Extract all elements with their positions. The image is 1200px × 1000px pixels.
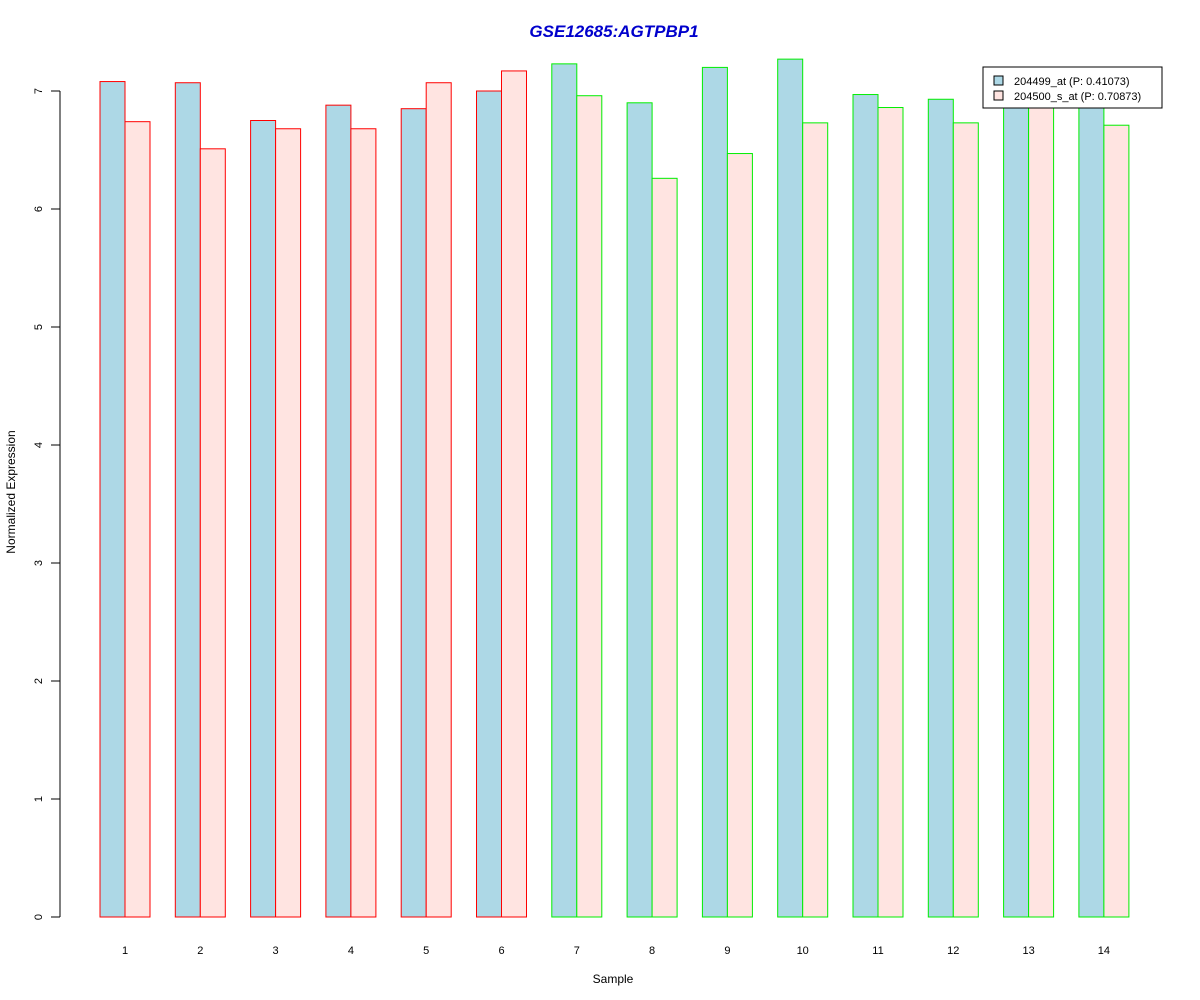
bar-series-2-sample-11 bbox=[877, 107, 904, 918]
bar-series-2-sample-14 bbox=[1103, 124, 1130, 918]
y-tick-label: 6 bbox=[33, 206, 45, 212]
y-tick-label: 5 bbox=[33, 324, 45, 330]
legend-swatch-2 bbox=[993, 90, 1004, 101]
bar-series-2-sample-3 bbox=[275, 128, 302, 918]
bar-series-1-sample-2 bbox=[174, 82, 201, 918]
bar-series-1-sample-5 bbox=[400, 108, 427, 918]
x-tick-label: 7 bbox=[574, 945, 580, 957]
bar-series-1-sample-14 bbox=[1078, 102, 1105, 918]
bar-series-2-sample-9 bbox=[726, 153, 753, 918]
bar-series-1-sample-10 bbox=[777, 58, 804, 918]
x-tick-label: 11 bbox=[872, 945, 883, 957]
x-tick-label: 3 bbox=[273, 945, 279, 957]
bar-series-1-sample-6 bbox=[476, 90, 502, 918]
x-tick-label: 4 bbox=[348, 945, 354, 957]
bar-series-1-sample-13 bbox=[1003, 103, 1030, 918]
bar-series-2-sample-10 bbox=[802, 122, 829, 918]
bar-series-2-sample-6 bbox=[501, 70, 527, 918]
bars bbox=[99, 58, 1130, 918]
x-axis-label: Sample bbox=[593, 972, 634, 986]
x-tick-label: 5 bbox=[423, 945, 429, 957]
x-tick-label: 13 bbox=[1022, 945, 1034, 957]
y-tick-label: 3 bbox=[33, 560, 45, 566]
bar-series-1-sample-7 bbox=[551, 63, 578, 918]
y-tick-label: 1 bbox=[33, 796, 45, 802]
legend-label-1: 204499_at (P: 0.41073) bbox=[1014, 76, 1130, 88]
y-tick-label: 4 bbox=[33, 442, 45, 448]
x-tick-label: 10 bbox=[797, 945, 809, 957]
legend-box bbox=[982, 66, 1163, 109]
bar-series-1-sample-8 bbox=[626, 102, 653, 918]
bar-series-1-sample-11 bbox=[852, 94, 879, 918]
bar-series-2-sample-4 bbox=[350, 128, 377, 918]
bar-series-1-sample-1 bbox=[99, 81, 126, 918]
y-axis: 0 1 2 3 4 5 6 7 bbox=[33, 88, 61, 920]
bar-series-2-sample-1 bbox=[124, 121, 151, 918]
bar-series-2-sample-5 bbox=[425, 82, 452, 918]
y-tick-label: 0 bbox=[33, 914, 45, 920]
bar-series-1-sample-4 bbox=[325, 104, 352, 918]
legend: 204499_at (P: 0.41073) 204500_s_at (P: 0.… bbox=[982, 66, 1163, 109]
y-tick-label: 2 bbox=[33, 678, 45, 684]
x-tick-label: 12 bbox=[947, 945, 959, 957]
x-tick-label: 8 bbox=[649, 945, 655, 957]
bar-series-2-sample-7 bbox=[576, 95, 603, 918]
y-axis-label: Normalized Expression bbox=[4, 430, 18, 553]
bar-series-2-sample-13 bbox=[1028, 102, 1055, 918]
x-tick-label: 1 bbox=[122, 945, 128, 957]
bar-series-2-sample-8 bbox=[651, 177, 678, 918]
bar-series-1-sample-9 bbox=[701, 66, 728, 918]
x-tick-label: 2 bbox=[197, 945, 203, 957]
x-tick-label: 6 bbox=[498, 945, 504, 957]
x-axis-tick-labels: 1 2 3 4 5 6 7 8 9 10 11 12 13 14 bbox=[122, 945, 1110, 957]
legend-swatch-1 bbox=[993, 75, 1004, 86]
bar-series-1-sample-12 bbox=[927, 98, 954, 918]
legend-label-2: 204500_s_at (P: 0.70873) bbox=[1014, 91, 1141, 103]
x-tick-label: 9 bbox=[724, 945, 730, 957]
bar-series-2-sample-2 bbox=[199, 148, 226, 918]
y-tick-label: 7 bbox=[33, 88, 45, 94]
chart-title: GSE12685:AGTPBP1 bbox=[529, 22, 698, 41]
bar-series-1-sample-3 bbox=[250, 120, 277, 918]
bar-series-2-sample-12 bbox=[952, 122, 979, 918]
x-tick-label: 14 bbox=[1098, 945, 1110, 957]
